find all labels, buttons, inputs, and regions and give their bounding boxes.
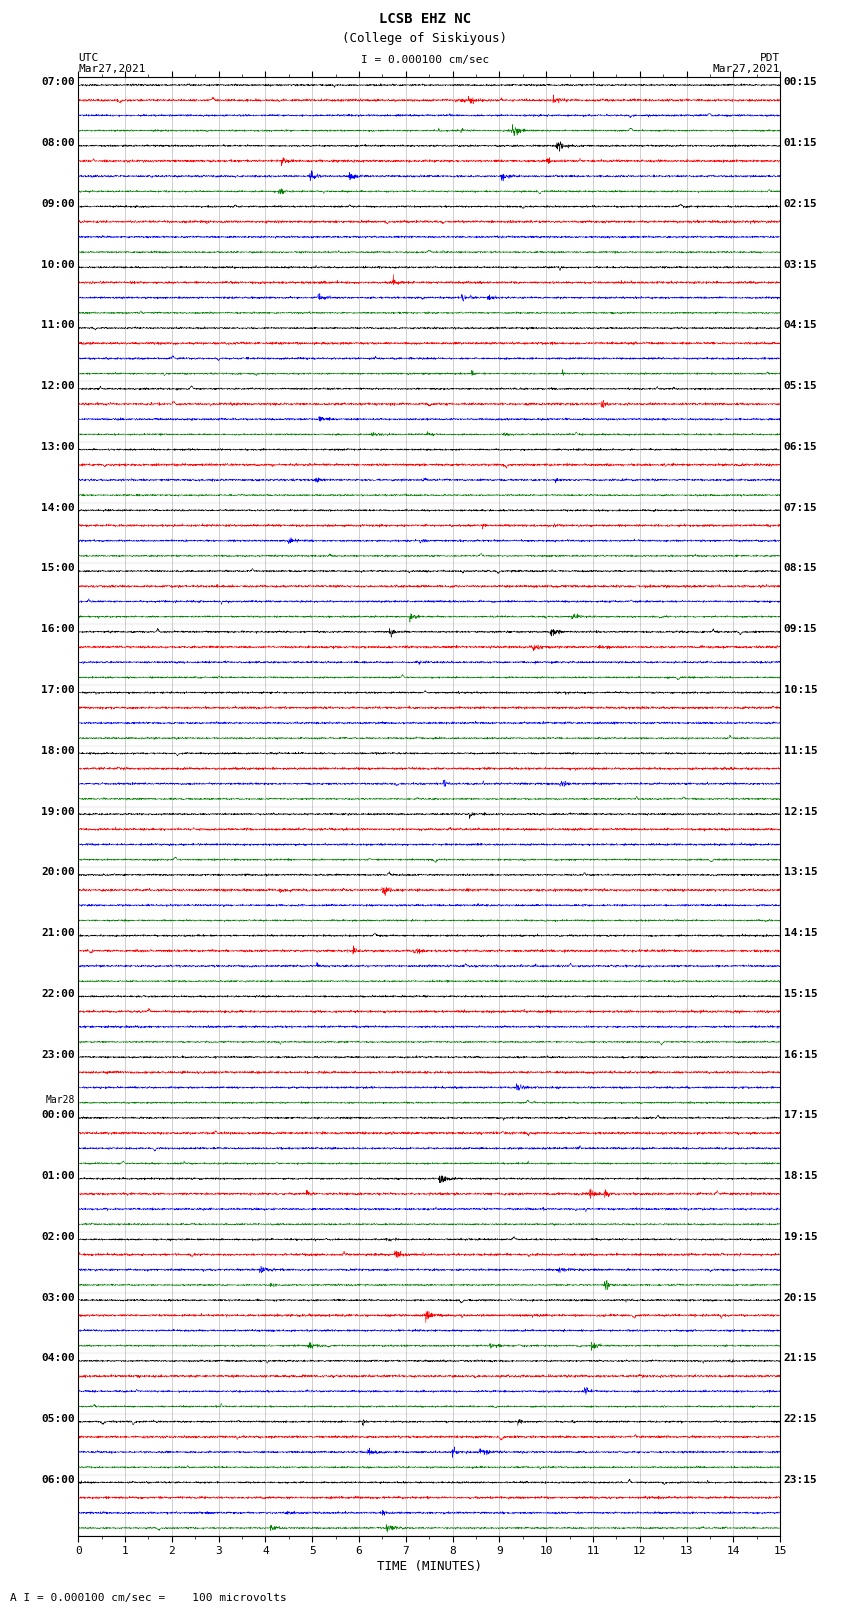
- Text: 07:15: 07:15: [784, 503, 818, 513]
- Text: 04:00: 04:00: [41, 1353, 75, 1363]
- Text: 17:15: 17:15: [784, 1110, 818, 1121]
- Text: 14:00: 14:00: [41, 503, 75, 513]
- Text: 03:15: 03:15: [784, 260, 818, 269]
- Text: 22:00: 22:00: [41, 989, 75, 998]
- Text: 07:00: 07:00: [41, 77, 75, 87]
- X-axis label: TIME (MINUTES): TIME (MINUTES): [377, 1560, 482, 1573]
- Text: 00:00: 00:00: [41, 1110, 75, 1121]
- Text: 23:15: 23:15: [784, 1474, 818, 1486]
- Text: UTC
Mar27,2021: UTC Mar27,2021: [78, 53, 145, 74]
- Text: 18:00: 18:00: [41, 745, 75, 756]
- Text: 22:15: 22:15: [784, 1415, 818, 1424]
- Text: 09:15: 09:15: [784, 624, 818, 634]
- Text: LCSB EHZ NC: LCSB EHZ NC: [379, 11, 471, 26]
- Text: 11:15: 11:15: [784, 745, 818, 756]
- Text: 19:15: 19:15: [784, 1232, 818, 1242]
- Text: 11:00: 11:00: [41, 321, 75, 331]
- Text: 09:00: 09:00: [41, 198, 75, 210]
- Text: 10:15: 10:15: [784, 686, 818, 695]
- Text: 20:00: 20:00: [41, 868, 75, 877]
- Text: 00:15: 00:15: [784, 77, 818, 87]
- Text: 15:15: 15:15: [784, 989, 818, 998]
- Text: 16:15: 16:15: [784, 1050, 818, 1060]
- Text: 16:00: 16:00: [41, 624, 75, 634]
- Text: 15:00: 15:00: [41, 563, 75, 574]
- Text: 12:00: 12:00: [41, 381, 75, 392]
- Text: 12:15: 12:15: [784, 806, 818, 816]
- Text: Mar28: Mar28: [45, 1095, 75, 1105]
- Text: 21:15: 21:15: [784, 1353, 818, 1363]
- Text: 14:15: 14:15: [784, 927, 818, 939]
- Text: 04:15: 04:15: [784, 321, 818, 331]
- Text: A I = 0.000100 cm/sec =    100 microvolts: A I = 0.000100 cm/sec = 100 microvolts: [10, 1594, 287, 1603]
- Text: 06:00: 06:00: [41, 1474, 75, 1486]
- Text: (College of Siskiyous): (College of Siskiyous): [343, 32, 507, 45]
- Text: 08:00: 08:00: [41, 139, 75, 148]
- Text: 06:15: 06:15: [784, 442, 818, 452]
- Text: 03:00: 03:00: [41, 1292, 75, 1303]
- Text: 13:15: 13:15: [784, 868, 818, 877]
- Text: I = 0.000100 cm/sec: I = 0.000100 cm/sec: [361, 55, 489, 65]
- Text: 21:00: 21:00: [41, 927, 75, 939]
- Text: 01:00: 01:00: [41, 1171, 75, 1181]
- Text: 05:00: 05:00: [41, 1415, 75, 1424]
- Text: 05:15: 05:15: [784, 381, 818, 392]
- Text: 08:15: 08:15: [784, 563, 818, 574]
- Text: 10:00: 10:00: [41, 260, 75, 269]
- Text: 13:00: 13:00: [41, 442, 75, 452]
- Text: 01:15: 01:15: [784, 139, 818, 148]
- Text: 02:15: 02:15: [784, 198, 818, 210]
- Text: 23:00: 23:00: [41, 1050, 75, 1060]
- Text: 17:00: 17:00: [41, 686, 75, 695]
- Text: 18:15: 18:15: [784, 1171, 818, 1181]
- Text: 19:00: 19:00: [41, 806, 75, 816]
- Text: 20:15: 20:15: [784, 1292, 818, 1303]
- Text: 02:00: 02:00: [41, 1232, 75, 1242]
- Text: PDT
Mar27,2021: PDT Mar27,2021: [713, 53, 780, 74]
